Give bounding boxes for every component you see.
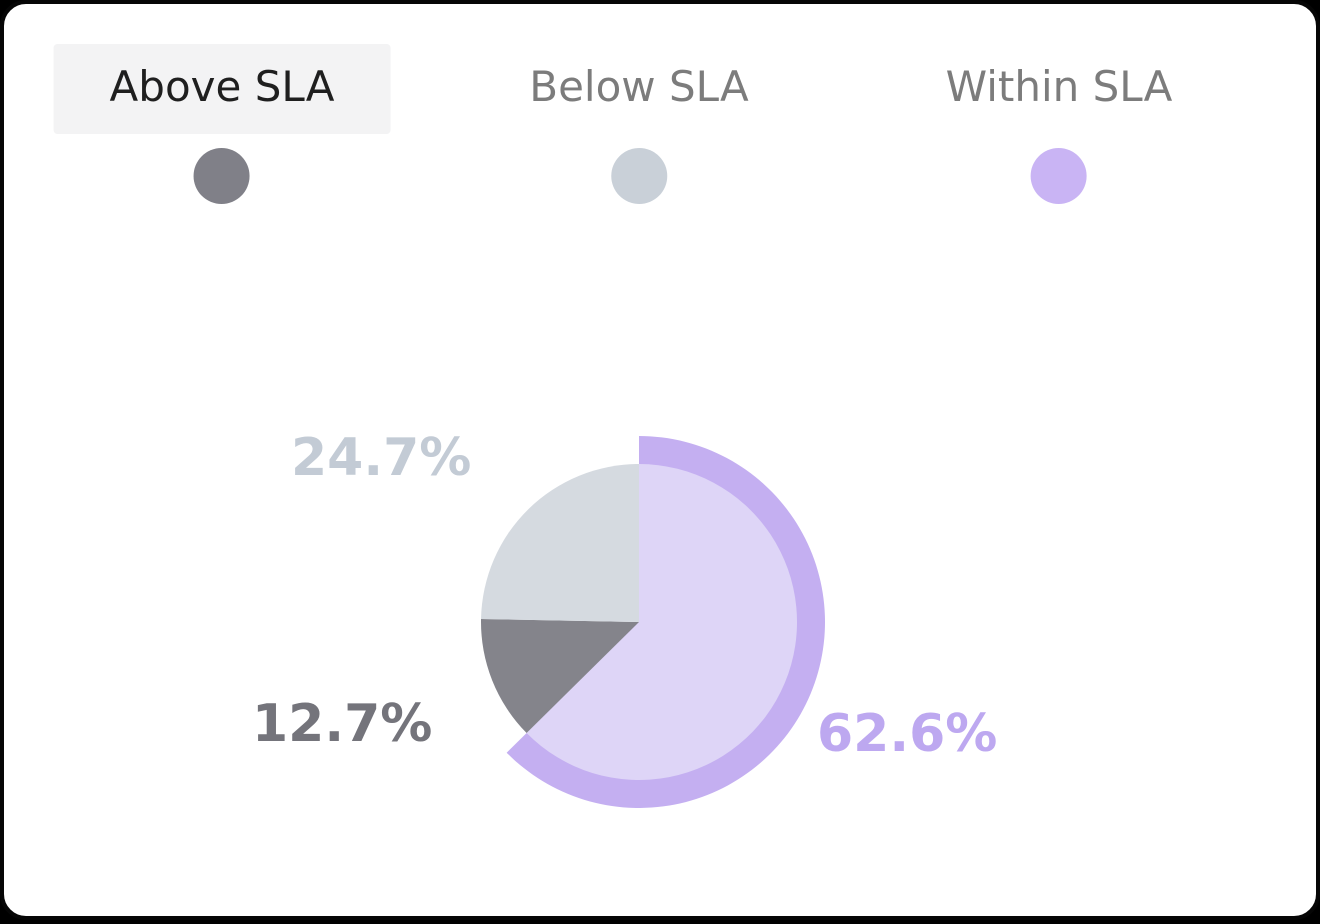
slice-label-above-sla: 12.7%	[252, 698, 432, 750]
slice-label-within-sla: 62.6%	[817, 708, 997, 760]
pie-chart-svg[interactable]	[4, 4, 1320, 924]
pie-chart: 62.6% 12.7% 24.7%	[4, 4, 1316, 916]
slice-label-below-sla: 24.7%	[291, 432, 471, 484]
